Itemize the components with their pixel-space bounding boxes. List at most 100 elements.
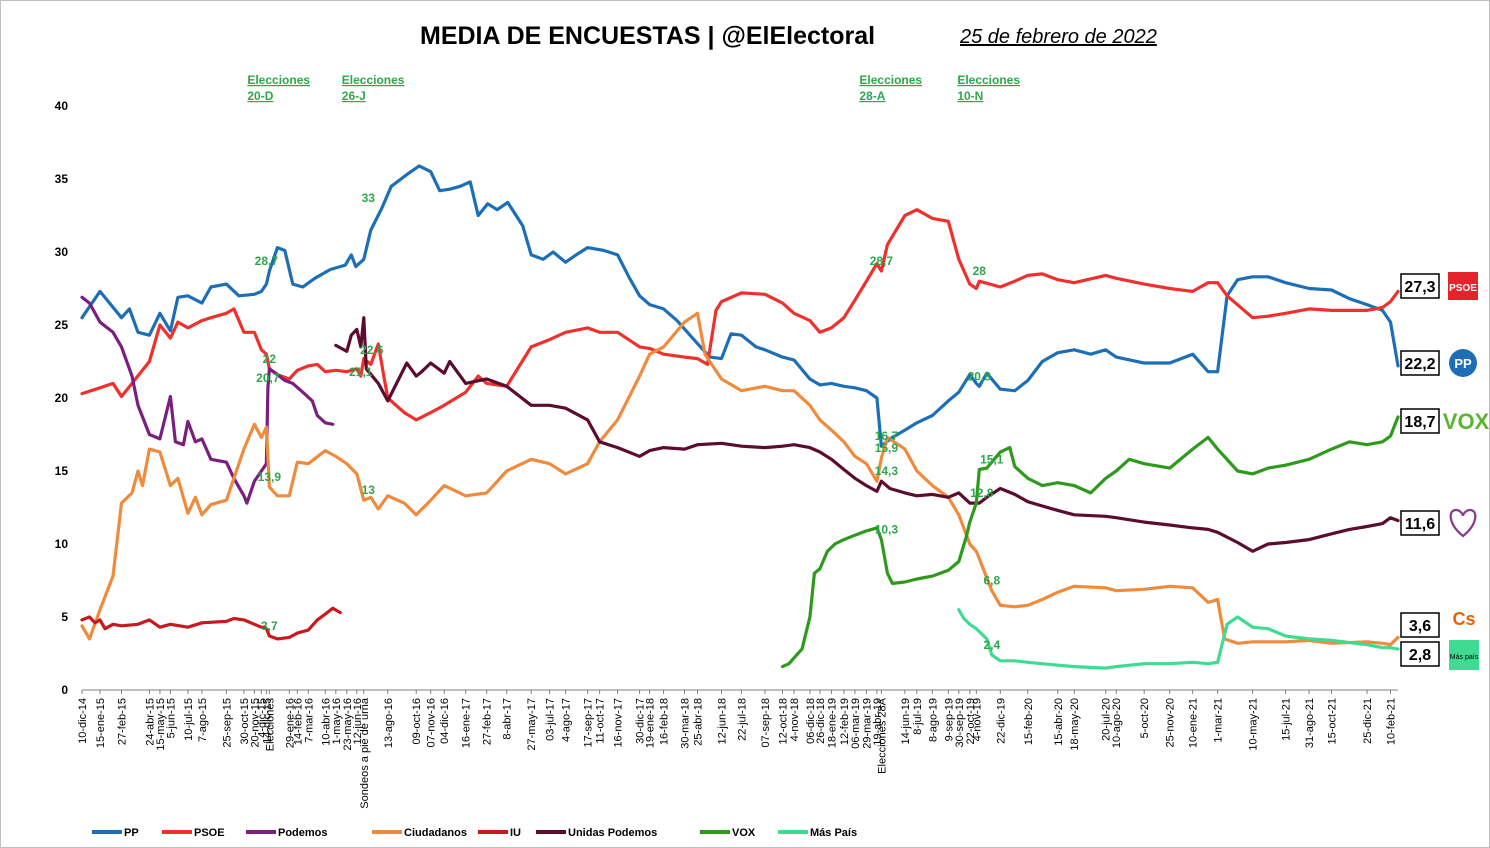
data-label: 2,4 (983, 638, 1000, 652)
end-value-box (1400, 510, 1440, 536)
legend: PP PSOE Podemos Ciudadanos IU Unidas Podemos V… (92, 827, 857, 839)
series-line-vox (780, 415, 1400, 669)
election-label: Elecciones (342, 73, 405, 87)
data-label: 15,9 (875, 441, 899, 455)
end-value-label: 27,3 (1404, 279, 1435, 296)
x-tick-label: 15-jul-21 (1281, 698, 1293, 741)
y-tick-label: 40 (55, 99, 69, 113)
election-label: 26-J (342, 89, 366, 103)
x-tick-label: 25-nov-20 (1165, 698, 1177, 748)
data-label: 22 (263, 352, 277, 366)
ciudadanos-logo: Cs (1452, 609, 1475, 629)
x-tick-label: 16-nov-17 (613, 698, 625, 748)
series-line-m-s-pa-s (957, 608, 1400, 670)
election-markers: Elecciones 20-D Elecciones 26-J Elecciones 28… (247, 73, 1020, 103)
x-tick-label: 16-feb-18 (659, 698, 671, 745)
legend-label: Podemos (278, 827, 328, 839)
data-label: 16,7 (875, 429, 899, 443)
series-line-pp (80, 164, 1400, 448)
x-tick-label: 15-may-15 (155, 698, 167, 751)
x-tick-label: 25-dic-21 (1362, 698, 1374, 744)
x-tick-label: 12-jun-18 (717, 698, 729, 744)
end-value-label: 2,8 (1409, 647, 1431, 664)
legend-label: PSOE (194, 827, 225, 839)
legend-label: VOX (732, 827, 756, 839)
y-tick-label: 10 (55, 537, 69, 551)
x-tick-label: 5-jun-15 (165, 698, 177, 738)
election-label: 20-D (247, 89, 273, 103)
x-tick-label: 26-dic-18 (815, 698, 827, 744)
x-tick-label: 11-oct-17 (595, 698, 607, 744)
election-label: Elecciones (859, 73, 922, 87)
series-line-unidas-podemos (334, 316, 1400, 553)
end-value-box (1400, 408, 1440, 434)
x-tick-label: 12-feb-19 (839, 698, 851, 745)
annotations: 28,72220,713,93,73322,621,11328,716,715,… (255, 191, 1004, 652)
x-tick-label: 17-sep-17 (583, 698, 595, 748)
y-tick-label: 15 (55, 464, 69, 478)
x-tick-label: 09-oct-16 (411, 698, 423, 744)
data-label: 13 (362, 483, 376, 497)
election-label: Elecciones (957, 73, 1020, 87)
data-label: 28,7 (870, 254, 894, 268)
end-value-box (1400, 350, 1440, 376)
x-tick-label: 7-ago-15 (197, 698, 209, 742)
x-tick-label: 20-nov-15 (249, 698, 261, 748)
series-line-ciudadanos (80, 311, 1400, 647)
x-tick-label: 15-abr-20 (1053, 698, 1065, 746)
series-line-podemos (80, 295, 335, 505)
x-tick-label: 7-mar-16 (303, 698, 315, 743)
election-label: 10-N (957, 89, 983, 103)
end-value-label: 22,2 (1404, 356, 1435, 373)
data-label: 20,8 (968, 369, 992, 383)
data-label: 6,8 (983, 574, 1000, 588)
x-tick-label: 8-ago-19 (927, 698, 939, 742)
x-tick-label: 15-ene-15 (95, 698, 107, 748)
end-value-box (1400, 612, 1440, 638)
end-value-label: 3,6 (1409, 618, 1431, 635)
x-tick-label: 29-ene-16 (284, 698, 296, 748)
x-tick-label: 4-dic-15 (256, 698, 268, 738)
x-tick-label: 18-ene-19 (826, 698, 838, 748)
series-line-iu (80, 606, 342, 641)
x-tick-label: 15-oct-21 (1327, 698, 1339, 744)
x-tick-label: 30-mar-18 (680, 698, 692, 749)
x-tick-label: 10-ago-20 (1111, 698, 1123, 748)
data-label: 15,1 (980, 453, 1004, 467)
x-tick-label: 1-mar-21 (1213, 698, 1225, 743)
vox-logo: VOX (1443, 409, 1490, 434)
legend-label: IU (510, 827, 521, 839)
x-tick-label: 23-may-16 (342, 698, 354, 751)
x-tick-label: 12-jun-16 (352, 698, 364, 744)
axes: 0 5 10 15 20 25 30 35 40 (55, 99, 1398, 697)
x-tick-label: 4-nov-19 (971, 698, 983, 741)
legend-label: Ciudadanos (404, 827, 467, 839)
x-tick-label: 03-jul-17 (545, 698, 557, 741)
chart-title: MEDIA DE ENCUESTAS | @ElElectoral (420, 22, 876, 50)
x-tick-label: 5-oct-20 (1139, 698, 1151, 738)
x-tick-label: 4-ago-17 (561, 698, 573, 742)
mas-pais-logo (1449, 640, 1479, 670)
data-label: 10,3 (875, 523, 899, 537)
x-tick-label: 10-ene-21 (1188, 698, 1200, 748)
x-tick-label: 06-dic-18 (805, 698, 817, 744)
series-lines (80, 164, 1400, 670)
y-tick-label: 35 (55, 172, 69, 186)
y-tick-label: 0 (61, 683, 68, 697)
data-label: 13,9 (258, 470, 282, 484)
x-tick-label: 9-sep-19 (943, 698, 955, 741)
data-label: 22,6 (360, 343, 384, 357)
x-tick-label: 10-feb-21 (1386, 698, 1398, 745)
y-tick-label: 20 (55, 391, 69, 405)
data-label: 28,7 (255, 254, 279, 268)
x-tick-label: 19-ene-18 (645, 698, 657, 748)
end-value-label: 18,7 (1404, 414, 1435, 431)
data-label: 14,3 (875, 464, 899, 478)
chart-date: 25 de febrero de 2022 (960, 26, 1157, 48)
data-label: 21,1 (349, 365, 373, 379)
x-tick-label: 27-feb-17 (482, 698, 494, 745)
x-tick-label: 30-dic-17 (635, 698, 647, 744)
psoe-logo-text: PSOE (1449, 283, 1477, 294)
legend-label: Unidas Podemos (568, 827, 657, 839)
